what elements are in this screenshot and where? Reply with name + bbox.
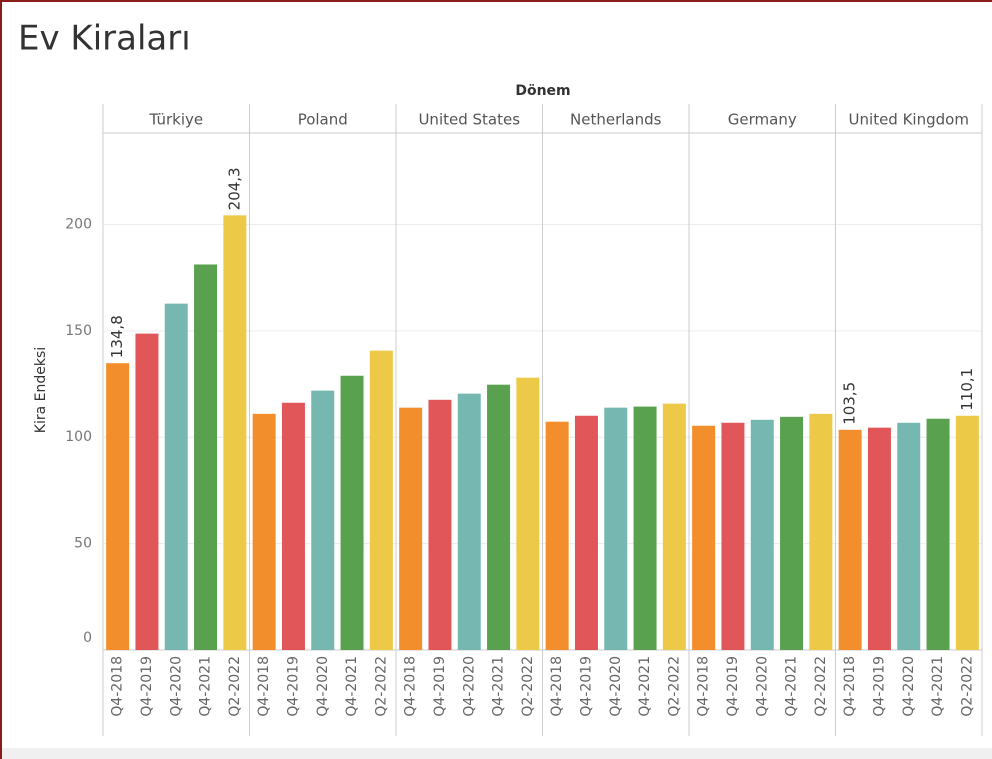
- x-tick-label: Q4-2020: [754, 656, 770, 717]
- x-tick-label: Q4-2020: [901, 656, 917, 717]
- x-tick-label: Q4-2018: [549, 656, 565, 717]
- x-tick-label: Q4-2021: [784, 656, 800, 717]
- data-label: 103,5: [841, 382, 859, 425]
- x-tick-label: Q4-2021: [930, 656, 946, 717]
- bar: [399, 407, 423, 650]
- bar: [780, 416, 804, 650]
- x-tick-label: Q4-2019: [285, 656, 301, 717]
- x-tick-label: Q4-2019: [725, 656, 741, 717]
- bar: [516, 377, 540, 650]
- bar: [135, 333, 159, 650]
- x-tick-label: Q2-2022: [520, 656, 536, 717]
- bar: [926, 418, 950, 650]
- bar: [369, 350, 393, 650]
- panel-label: Türkiye: [148, 111, 203, 129]
- column-header: Dönem: [515, 83, 570, 99]
- bar: [897, 422, 921, 650]
- bar: [457, 393, 481, 650]
- panel-label: Netherlands: [570, 111, 662, 129]
- x-tick-label: Q4-2018: [256, 656, 272, 717]
- x-tick-label: Q4-2021: [637, 656, 653, 717]
- y-axis-label: Kira Endeksi: [33, 347, 49, 433]
- bar: [194, 264, 218, 650]
- data-label: 110,1: [958, 368, 976, 411]
- bar: [838, 429, 862, 650]
- panel-label: Germany: [728, 111, 797, 129]
- bar: [106, 363, 130, 650]
- x-tick-label: Q4-2019: [139, 656, 155, 717]
- y-tick-label: 200: [65, 216, 92, 232]
- bar: [545, 421, 569, 650]
- bar: [281, 402, 305, 650]
- bar: [867, 427, 891, 650]
- bar: [252, 413, 276, 650]
- bar: [311, 390, 335, 650]
- bar: [633, 406, 657, 650]
- x-tick-label: Q4-2018: [403, 656, 419, 717]
- x-tick-label: Q4-2020: [608, 656, 624, 717]
- y-tick-label: 0: [83, 630, 92, 646]
- y-tick-label: 50: [74, 536, 92, 552]
- panel-label: United Kingdom: [849, 111, 969, 129]
- bar: [428, 399, 452, 650]
- x-tick-label: Q2-2022: [813, 656, 829, 717]
- bar: [574, 415, 598, 650]
- x-tick-label: Q2-2022: [373, 656, 389, 717]
- x-tick-label: Q4-2019: [871, 656, 887, 717]
- x-tick-label: Q4-2018: [110, 656, 126, 717]
- bar: [750, 419, 774, 650]
- bar: [721, 422, 745, 650]
- data-label: 134,8: [108, 315, 126, 358]
- x-tick-label: Q4-2020: [168, 656, 184, 717]
- x-tick-label: Q2-2022: [666, 656, 682, 717]
- bar: [955, 415, 979, 650]
- x-tick-label: Q4-2019: [578, 656, 594, 717]
- bar: [809, 413, 833, 650]
- bar: [223, 215, 247, 650]
- bar: [662, 403, 686, 650]
- panel-label: United States: [418, 111, 520, 129]
- y-tick-label: 100: [65, 429, 92, 445]
- x-tick-label: Q4-2020: [461, 656, 477, 717]
- bar: [604, 407, 628, 650]
- x-tick-label: Q2-2022: [959, 656, 975, 717]
- x-tick-label: Q4-2021: [491, 656, 507, 717]
- footer-strip: [2, 748, 992, 759]
- x-tick-label: Q4-2018: [696, 656, 712, 717]
- chart-title: Ev Kiraları: [18, 19, 191, 59]
- x-tick-label: Q2-2022: [227, 656, 243, 717]
- x-tick-label: Q4-2019: [432, 656, 448, 717]
- x-tick-label: Q4-2021: [344, 656, 360, 717]
- panel-label: Poland: [298, 111, 348, 129]
- x-tick-label: Q4-2018: [842, 656, 858, 717]
- bar: [164, 303, 188, 650]
- x-tick-label: Q4-2020: [315, 656, 331, 717]
- x-tick-label: Q4-2021: [198, 656, 214, 717]
- bar: [692, 425, 716, 650]
- y-tick-label: 150: [65, 323, 92, 339]
- bar: [340, 375, 364, 650]
- data-label: 204,3: [225, 167, 243, 210]
- bar: [487, 384, 511, 650]
